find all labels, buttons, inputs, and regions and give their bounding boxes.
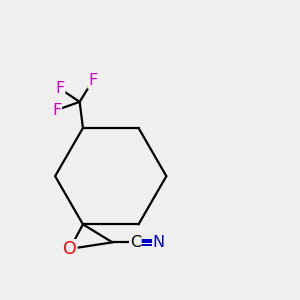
Text: N: N — [153, 235, 165, 250]
Text: O: O — [63, 240, 77, 258]
Text: F: F — [56, 81, 65, 96]
Text: C: C — [130, 235, 141, 250]
Text: F: F — [52, 103, 62, 118]
Text: F: F — [88, 73, 98, 88]
